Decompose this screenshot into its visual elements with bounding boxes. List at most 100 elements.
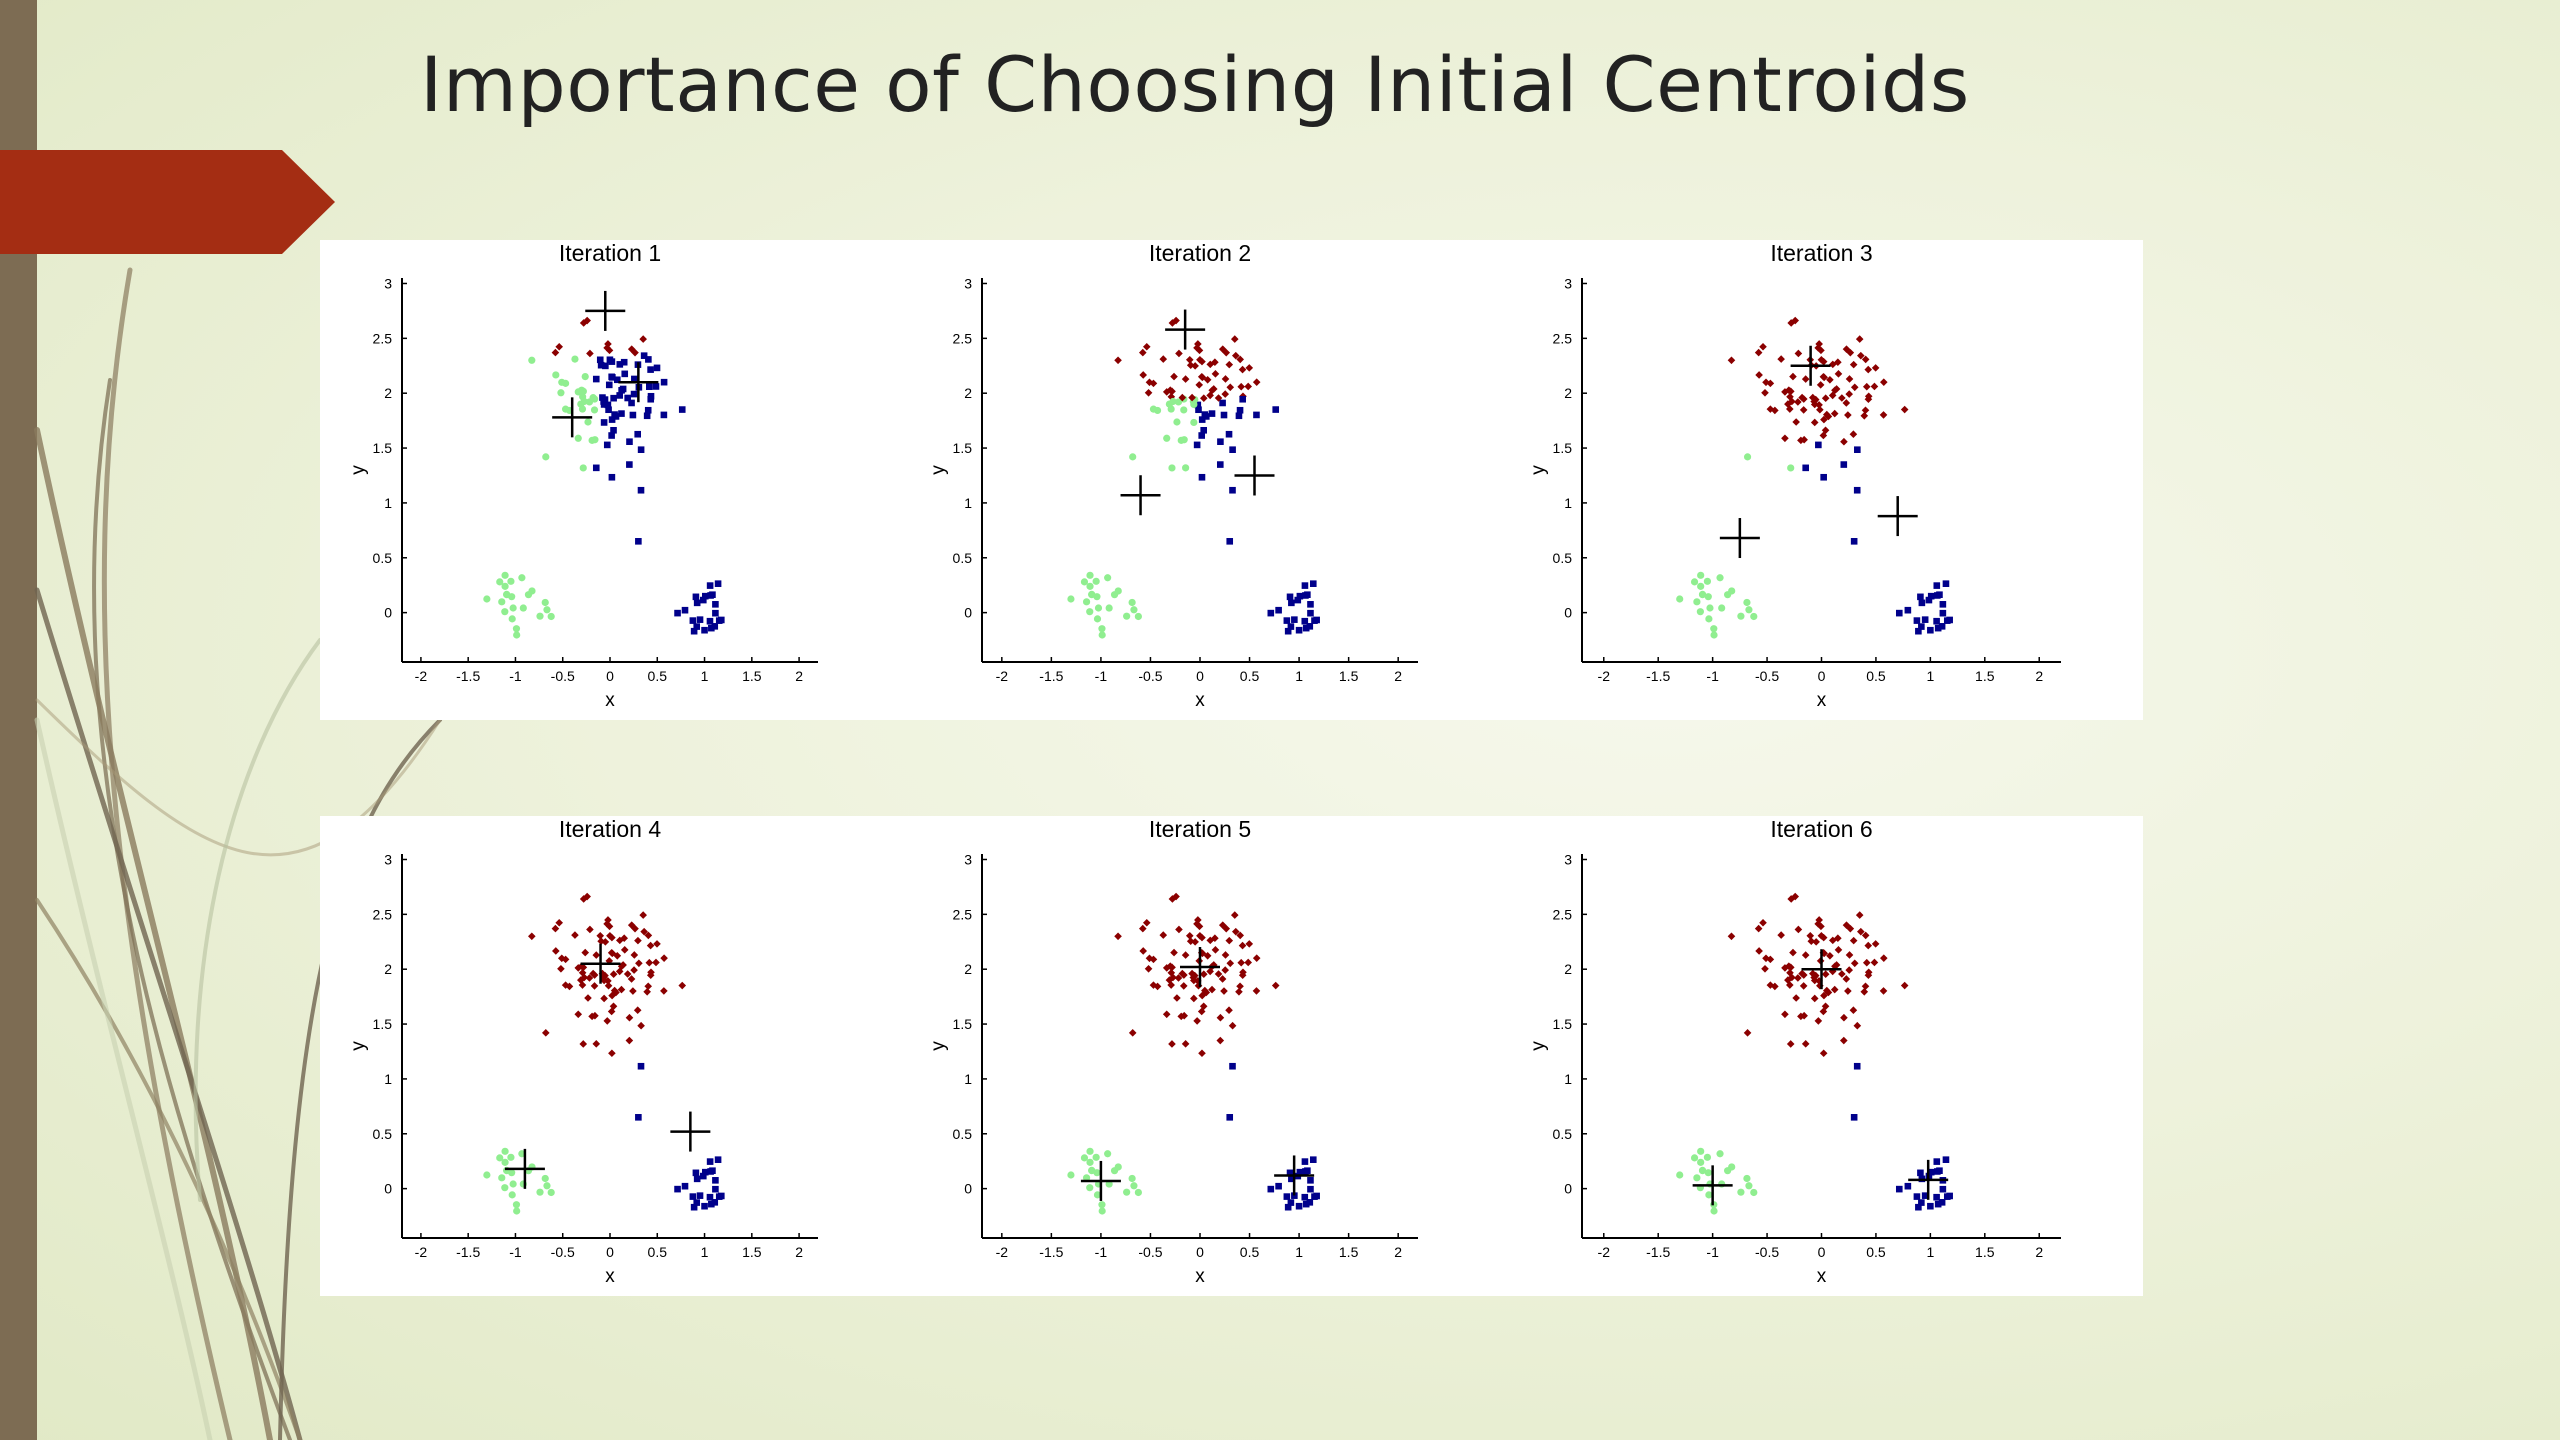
data-point (630, 390, 638, 398)
data-point (635, 1114, 642, 1121)
data-point (1938, 1199, 1946, 1206)
data-point (1801, 375, 1810, 383)
data-point (1918, 599, 1926, 607)
x-tick-label: -0.5 (1755, 668, 1779, 684)
data-point (1743, 453, 1752, 461)
data-point (1755, 371, 1763, 379)
data-point (646, 941, 655, 950)
data-point (1195, 381, 1204, 389)
data-point (501, 1158, 509, 1166)
data-point (1193, 920, 1201, 928)
x-axis-label: x (605, 690, 615, 711)
data-point (585, 974, 594, 982)
data-point (1819, 933, 1828, 942)
data-point (512, 625, 521, 633)
axes (981, 854, 1418, 1239)
data-point (1283, 617, 1291, 624)
data-point (635, 538, 642, 545)
data-point (1236, 406, 1244, 414)
x-tick-label: 2 (1394, 668, 1402, 684)
data-point (603, 920, 611, 928)
data-point (1139, 947, 1148, 955)
data-point (604, 977, 612, 985)
data-point (508, 1191, 516, 1199)
data-point (555, 918, 564, 927)
data-point (1142, 342, 1151, 351)
data-point (1705, 1191, 1713, 1199)
plot-iteration-3: Iteration 3 -2 -1.5 -1 -0.5 0 0.5 1 1.5 2 0 0.5 1 1.5… (1500, 240, 2143, 720)
data-point (579, 464, 587, 472)
data-point (1697, 582, 1705, 590)
data-point (1208, 410, 1216, 417)
data-point (1789, 948, 1797, 957)
data-point (1917, 593, 1924, 601)
data-point (1787, 319, 1795, 327)
data-point (1275, 1182, 1282, 1190)
data-point (1927, 1168, 1935, 1176)
data-point (660, 378, 668, 386)
data-point (1284, 627, 1292, 635)
centroid-marker (1120, 475, 1161, 516)
data-point (1693, 1174, 1701, 1182)
data-point (1230, 911, 1239, 919)
data-point (1218, 921, 1227, 929)
data-point (681, 1182, 689, 1190)
data-point (1307, 609, 1314, 617)
data-point (1860, 987, 1869, 996)
data-point (631, 348, 639, 357)
data-point (1943, 617, 1951, 624)
data-point (1198, 432, 1206, 439)
data-point (1864, 971, 1873, 980)
data-point (1724, 1167, 1732, 1175)
plot-iteration-2: Iteration 2 -2 -1.5 -1 -0.5 0 0.5 1 1.5 2 0 0.5 1 1.5… (900, 240, 1500, 720)
data-point (1710, 625, 1718, 633)
x-tick-label: -1.5 (1646, 1244, 1670, 1260)
plot-iteration-6: Iteration 6 -2 -1.5 -1 -0.5 0 0.5 1 1.5 2 0 0.5 1 1.5… (1500, 816, 2143, 1296)
data-point (1304, 1167, 1311, 1174)
data-point (706, 1158, 714, 1165)
data-point (608, 933, 616, 942)
data-point (1861, 355, 1870, 364)
centroid-marker (1180, 947, 1220, 988)
data-point (1743, 1029, 1752, 1037)
data-point (1807, 937, 1816, 945)
data-point (714, 1156, 722, 1163)
data-point (579, 387, 587, 395)
data-point (599, 394, 606, 401)
y-tick-label: 1 (384, 495, 392, 511)
data-point (1067, 1171, 1075, 1179)
data-point (1938, 623, 1946, 630)
data-point (1879, 411, 1888, 419)
data-point (1168, 464, 1176, 472)
data-point (616, 361, 624, 368)
data-point (1123, 1188, 1131, 1196)
data-point (1199, 1002, 1208, 1011)
data-point (1229, 1062, 1236, 1070)
data-point (618, 410, 625, 417)
plot-iteration-4: Iteration 4 -2 -1.5 -1 -0.5 0 0.5 1 1.5 2 0 0.5 1 1.5… (320, 816, 900, 1296)
data-point (555, 342, 564, 351)
data-point (1853, 486, 1861, 494)
data-point (1939, 601, 1947, 608)
data-point (1697, 571, 1705, 579)
y-axis-label: y (1528, 465, 1549, 475)
data-point (706, 582, 714, 589)
x-tick-label: -1.5 (1039, 1244, 1063, 1260)
y-tick-label: 3 (964, 851, 972, 867)
data-point (712, 601, 719, 608)
data-point (574, 434, 582, 442)
data-point (1272, 406, 1280, 413)
data-point (1710, 631, 1718, 639)
data-point (1191, 362, 1199, 370)
data-point (1211, 370, 1220, 378)
data-point (709, 1167, 716, 1174)
data-point (646, 383, 653, 390)
data-point (1094, 604, 1103, 612)
data-point (1766, 955, 1775, 964)
x-tick-label: -1 (1706, 1244, 1719, 1260)
data-point (1777, 931, 1785, 939)
data-point (1294, 596, 1302, 604)
data-point (513, 631, 521, 639)
x-tick-label: 2 (2035, 1244, 2043, 1260)
data-point (1815, 401, 1823, 409)
